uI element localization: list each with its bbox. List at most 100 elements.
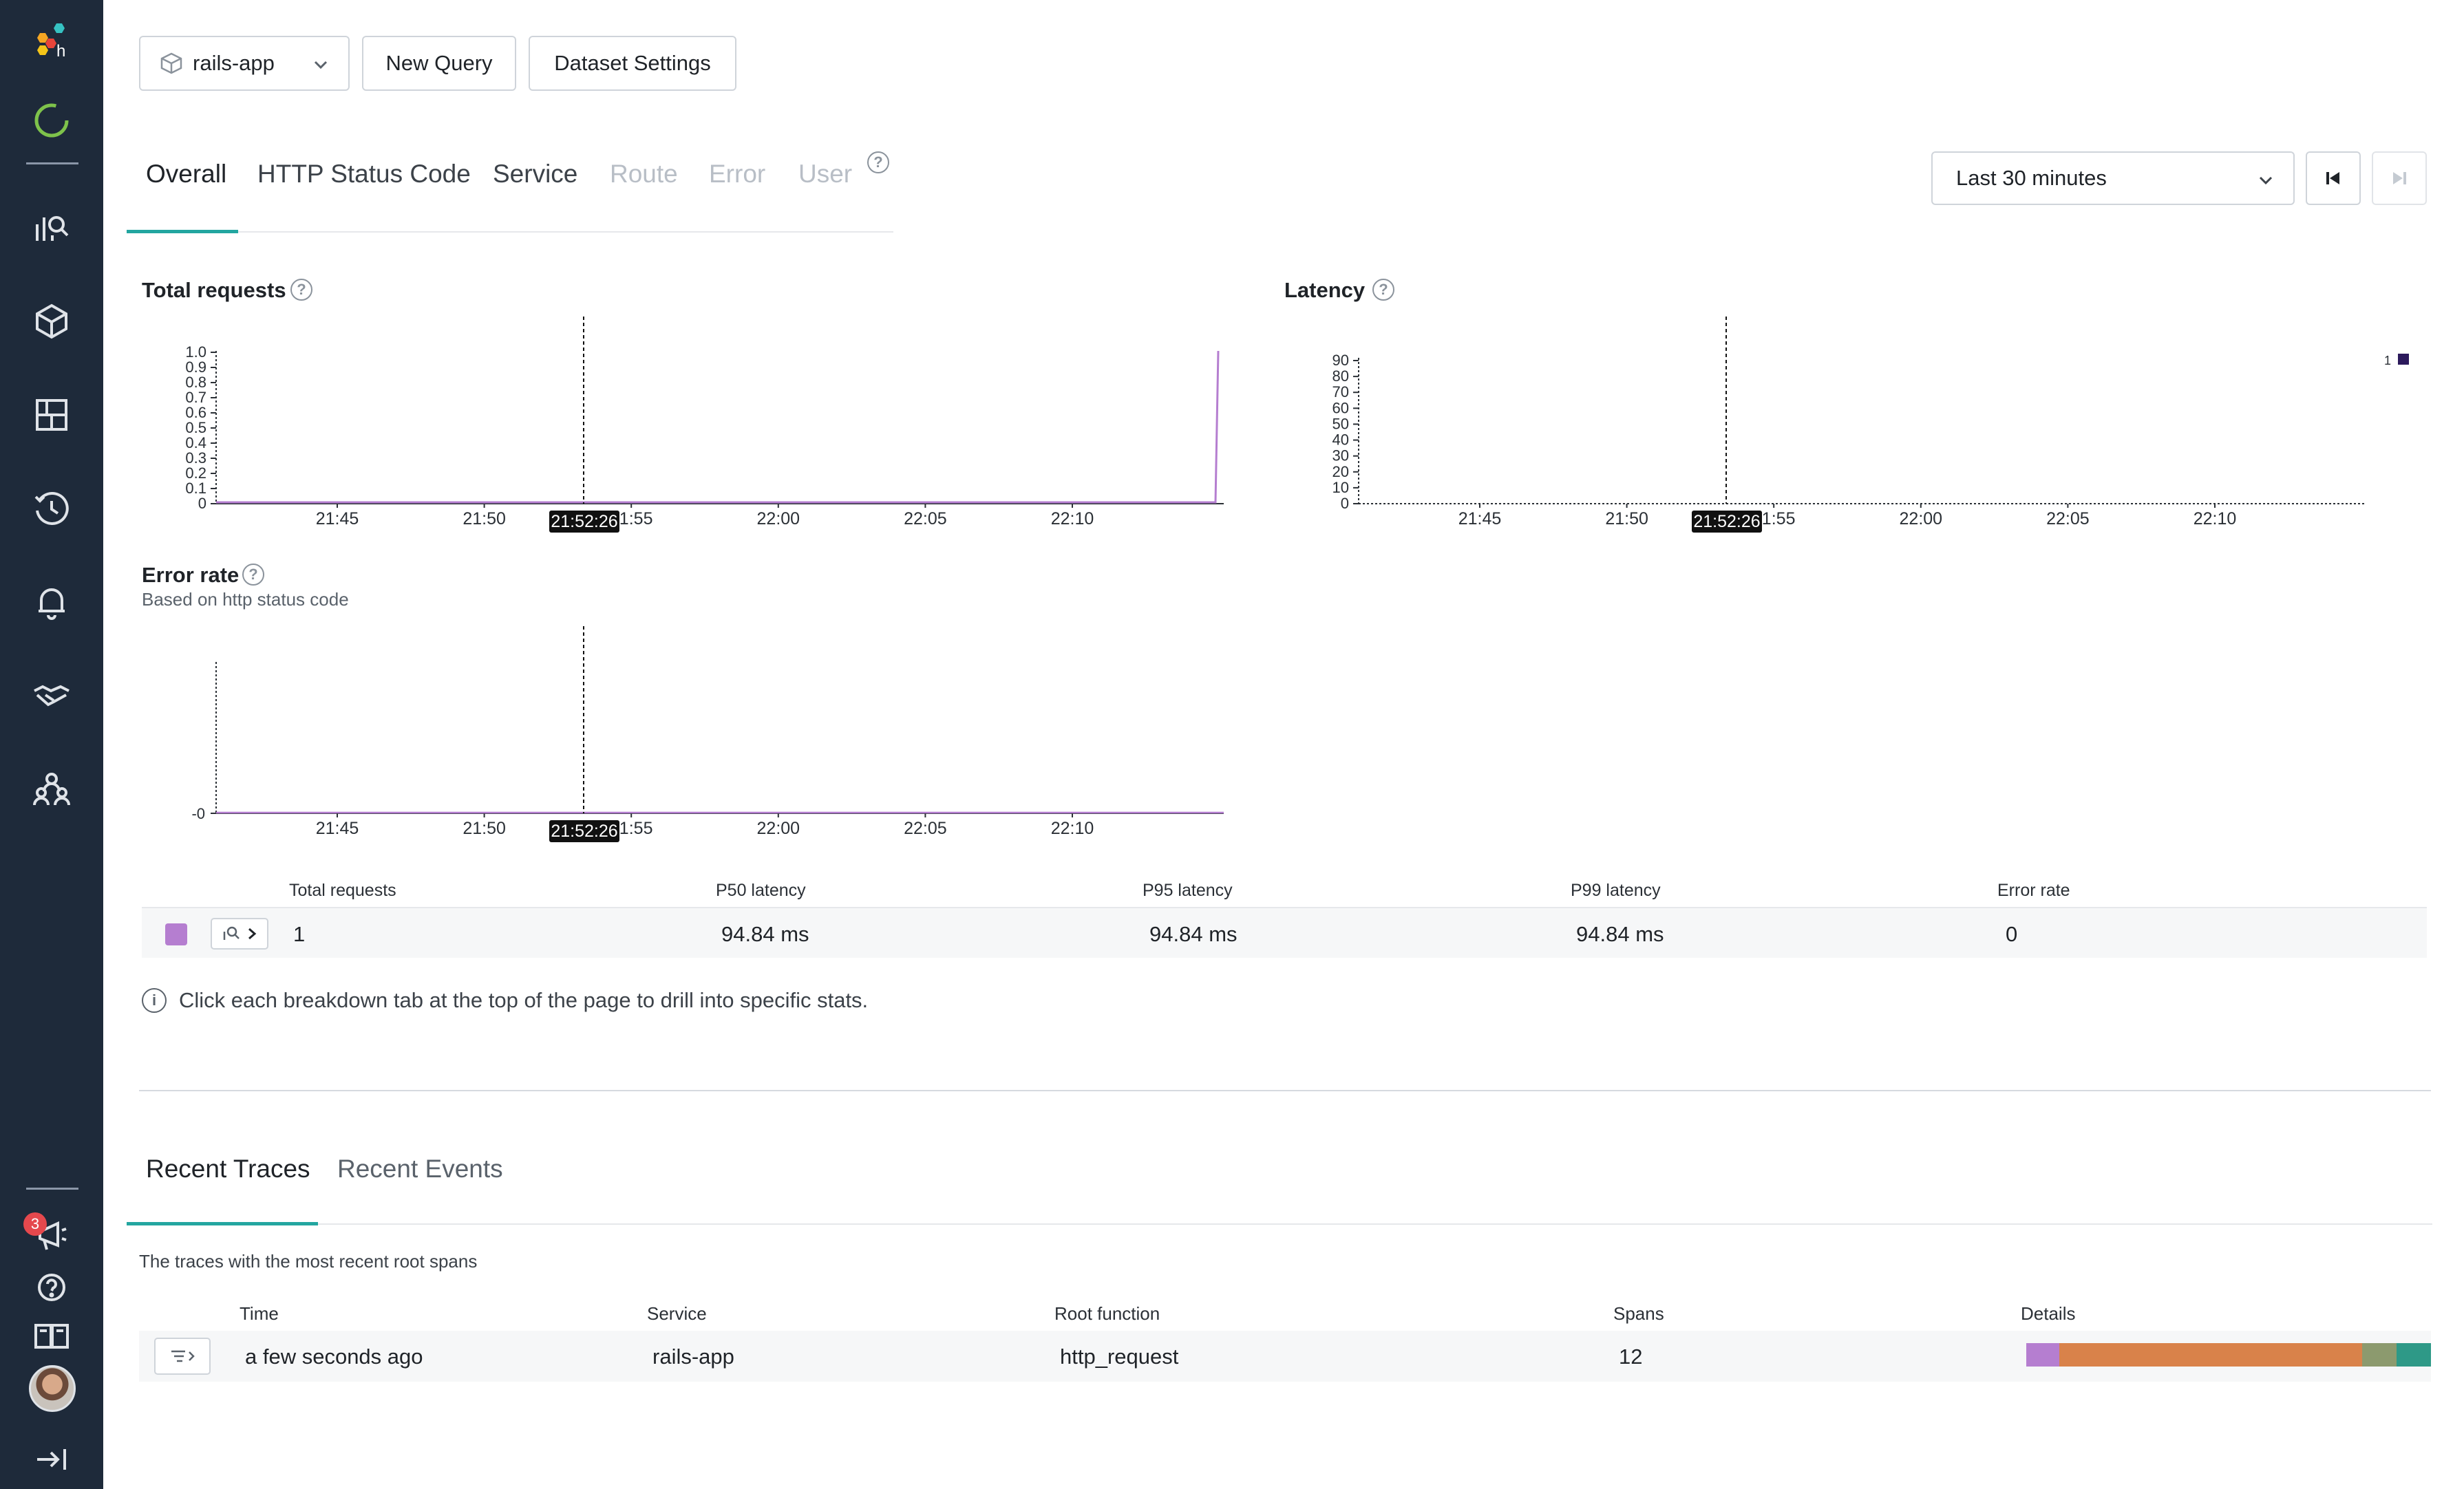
x-tick-label: 22:05	[904, 819, 947, 838]
x-tick-label: 22:10	[2194, 509, 2237, 528]
y-tick-label: 70	[1332, 383, 1349, 400]
collapse-icon[interactable]	[28, 1435, 76, 1483]
stats-header-total-requests: Total requests	[289, 881, 396, 900]
open-trace-button[interactable]	[154, 1338, 211, 1375]
tab-overall[interactable]: Overall	[146, 160, 227, 188]
y-tick-label: 20	[1332, 463, 1349, 480]
cursor-label-bg	[549, 820, 619, 842]
y-tick-label: 60	[1332, 399, 1349, 416]
tab-service[interactable]: Service	[493, 160, 578, 188]
y-tick-label: 0.7	[185, 389, 206, 406]
breakdown-tabs: Overall HTTP Status Code Service Route E…	[127, 151, 893, 233]
x-tick-label: 22:05	[904, 509, 947, 528]
tab-recent-events[interactable]: Recent Events	[337, 1155, 503, 1183]
avatar[interactable]	[29, 1365, 76, 1412]
tab-route: Route	[610, 160, 678, 188]
sidebar: h 3	[0, 0, 103, 1489]
trace-spans: 12	[1619, 1345, 1643, 1369]
honeycomb-logo-icon[interactable]: h	[28, 18, 76, 66]
y-tick-label: 30	[1332, 447, 1349, 464]
error-rate-chart[interactable]: -0 21:45 21:50 21:55 22:00 22:05 22:10 21:52:…	[138, 623, 1253, 857]
total-requests-chart[interactable]: 1.00.90.80.70.60.50.40.30.20.10 21:45 21:…	[138, 314, 1253, 548]
info-message: i Click each breakdown tab at the top of…	[142, 988, 868, 1013]
span-segment	[2059, 1343, 2362, 1367]
traces-header-details: Details	[2021, 1303, 2076, 1324]
history-icon[interactable]	[28, 484, 76, 533]
dataset-cube-icon[interactable]	[28, 297, 76, 345]
stat-error-rate: 0	[2006, 922, 2018, 946]
y-tick-label: -0	[191, 805, 205, 822]
stats-header-error-rate: Error rate	[1997, 881, 2070, 900]
docs-book-icon[interactable]	[28, 1311, 76, 1360]
error-rate-help-icon[interactable]: ?	[242, 564, 264, 586]
legend-value: 1	[2384, 354, 2391, 367]
x-tick-label: 22:00	[757, 819, 800, 838]
y-tick-label: 0.6	[185, 404, 206, 421]
boards-icon[interactable]	[28, 391, 76, 439]
stat-total-requests: 1	[293, 922, 306, 946]
skip-back-button[interactable]	[2306, 151, 2361, 205]
help-icon[interactable]	[28, 1263, 76, 1311]
sidebar-divider	[26, 1188, 78, 1190]
x-tick-label: 21:45	[316, 819, 359, 838]
latency-help-icon[interactable]: ?	[1372, 279, 1394, 301]
total-requests-help-icon[interactable]: ?	[290, 279, 312, 301]
dataset-settings-button[interactable]: Dataset Settings	[529, 36, 736, 91]
tab-recent-traces[interactable]: Recent Traces	[146, 1155, 310, 1183]
legend-swatch	[2398, 354, 2409, 365]
x-tick-label: 21:45	[316, 509, 359, 528]
span-segment	[2026, 1343, 2059, 1367]
alerts-bell-icon[interactable]	[28, 578, 76, 626]
span-segment	[2362, 1343, 2397, 1367]
integrations-handshake-icon[interactable]	[28, 672, 76, 720]
traces-description: The traces with the most recent root spa…	[139, 1251, 478, 1272]
time-range-select[interactable]: Last 30 minutes	[1931, 151, 2295, 205]
error-rate-title: Error rate	[142, 563, 240, 587]
info-text: Click each breakdown tab at the top of t…	[179, 988, 869, 1012]
tab-http-status-code[interactable]: HTTP Status Code	[257, 160, 471, 188]
traces-header-root-function: Root function	[1054, 1303, 1160, 1324]
table-row[interactable]: a few seconds ago rails-app http_request…	[139, 1331, 2431, 1382]
y-tick-label: 0	[1341, 495, 1349, 512]
trace-service: rails-app	[652, 1345, 734, 1369]
new-query-button[interactable]: New Query	[362, 36, 516, 91]
skip-back-icon	[2326, 172, 2339, 184]
dataset-select[interactable]: rails-app	[139, 36, 350, 91]
tab-error: Error	[709, 160, 766, 188]
y-tick-label: 0.4	[185, 434, 206, 451]
traces-header-spans: Spans	[1613, 1303, 1664, 1324]
stats-row: 1 94.84 ms 94.84 ms 94.84 ms 0	[142, 907, 2427, 958]
query-icon[interactable]	[28, 204, 76, 252]
x-tick-label: 21:45	[1458, 509, 1502, 528]
y-tick-label: 0.8	[185, 374, 206, 391]
trace-time: a few seconds ago	[245, 1345, 423, 1369]
total-requests-title: Total requests	[142, 278, 286, 302]
svg-text:h: h	[56, 42, 65, 61]
stats-header-p50: P50 latency	[716, 881, 806, 900]
team-icon[interactable]	[28, 765, 76, 813]
stat-p95-latency: 94.84 ms	[1149, 922, 1238, 946]
x-tick-label: 22:10	[1051, 509, 1094, 528]
y-tick-label: 1.0	[185, 343, 206, 361]
dataset-name: rails-app	[193, 51, 275, 75]
latency-title: Latency	[1284, 278, 1366, 302]
stats-header-p99: P99 latency	[1571, 881, 1661, 900]
dataset-cube-icon	[160, 52, 182, 74]
y-tick-label: 40	[1332, 431, 1349, 449]
error-rate-subtitle: Based on http status code	[142, 589, 349, 610]
y-tick-label: 0.2	[185, 464, 206, 482]
tabs-help-icon[interactable]: ?	[867, 151, 889, 173]
skip-forward-icon	[2393, 172, 2406, 184]
section-divider	[139, 1090, 2431, 1091]
announcements-icon[interactable]	[28, 1211, 76, 1259]
sidebar-divider	[26, 162, 78, 164]
x-tick-label: 22:00	[1900, 509, 1943, 528]
stat-p99-latency: 94.84 ms	[1576, 922, 1664, 946]
query-icon	[223, 926, 240, 940]
skip-forward-button	[2372, 151, 2427, 205]
y-tick-label: 0.9	[185, 358, 206, 376]
query-drilldown-button[interactable]	[211, 918, 268, 950]
chevron-right-icon	[248, 928, 257, 940]
x-tick-label: 22:00	[757, 509, 800, 528]
